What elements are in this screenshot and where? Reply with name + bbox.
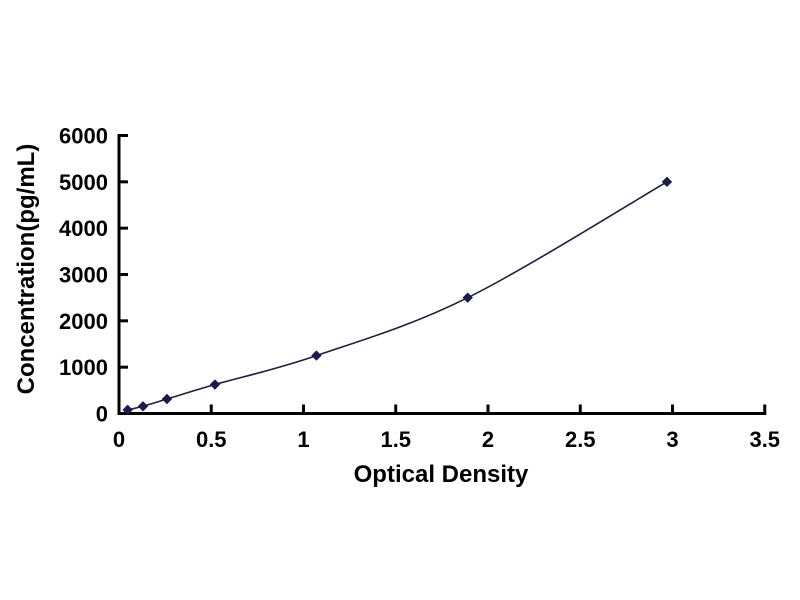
y-tick-label: 4000 bbox=[59, 216, 108, 241]
x-tick-label: 1.5 bbox=[380, 427, 411, 452]
y-tick-label: 3000 bbox=[59, 263, 108, 288]
x-tick-label: 2.5 bbox=[565, 427, 596, 452]
data-point-diamond bbox=[462, 292, 473, 303]
data-point-diamond bbox=[209, 379, 221, 390]
x-tick-label: 3.5 bbox=[749, 427, 780, 452]
x-tick-label: 2 bbox=[482, 427, 494, 452]
y-tick-label: 1000 bbox=[59, 355, 108, 380]
data-point-diamond bbox=[161, 393, 173, 405]
x-tick-label: 0 bbox=[113, 427, 125, 452]
series-curve bbox=[127, 181, 668, 411]
x-tick-label: 1 bbox=[297, 427, 309, 452]
y-tick-label: 2000 bbox=[59, 309, 108, 334]
y-axis-title: Concentration(pg/mL) bbox=[13, 143, 40, 395]
x-tick-label: 0.5 bbox=[196, 427, 227, 452]
x-tick-label: 3 bbox=[666, 427, 678, 452]
y-tick-label: 5000 bbox=[59, 170, 108, 195]
data-point-diamond bbox=[661, 176, 673, 188]
y-tick-label: 6000 bbox=[59, 124, 108, 149]
axis-lines bbox=[117, 134, 767, 415]
data-point-diamond bbox=[311, 350, 322, 361]
data-point-diamond bbox=[122, 404, 133, 416]
y-tick-label: 0 bbox=[96, 402, 108, 427]
data-point-diamond bbox=[137, 401, 149, 412]
x-axis-title: Optical Density bbox=[353, 461, 529, 488]
